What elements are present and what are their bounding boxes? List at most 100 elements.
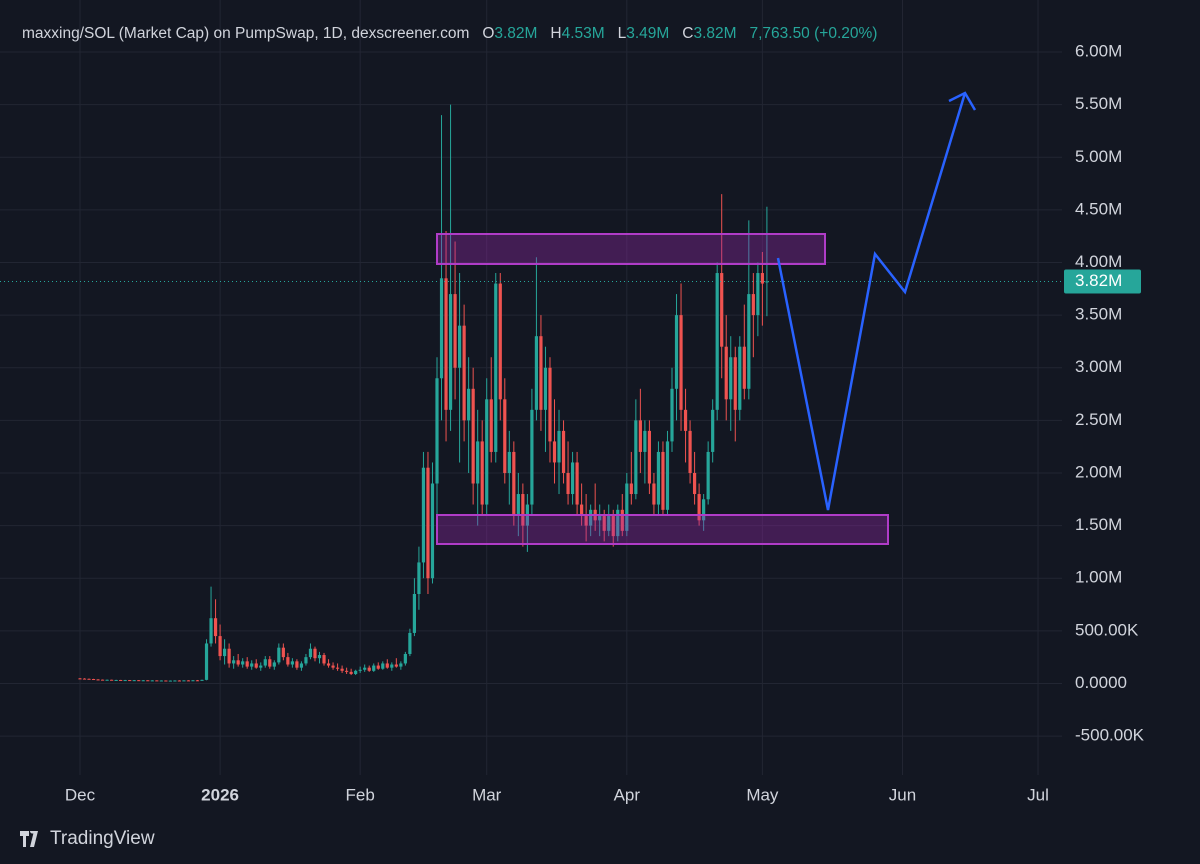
candle-body	[435, 378, 439, 484]
candle-body	[146, 680, 150, 682]
x-tick-label: Mar	[472, 785, 502, 804]
candle-body	[426, 467, 430, 579]
candle-body	[232, 660, 236, 664]
candle-body	[186, 680, 191, 682]
candle-body	[164, 680, 168, 682]
candle-body	[638, 420, 642, 452]
y-tick-label: 2.50M	[1075, 410, 1122, 429]
candle-body	[692, 472, 697, 495]
candle-body	[543, 367, 548, 410]
candle-body	[137, 680, 141, 682]
candle-body	[756, 273, 760, 316]
candle-body	[390, 664, 394, 668]
candle-body	[277, 647, 281, 663]
candle-body	[263, 659, 267, 666]
candle-body	[679, 315, 683, 410]
candle-body	[96, 679, 100, 681]
candle-body	[702, 499, 706, 521]
candle-body	[385, 663, 389, 668]
candle-body	[335, 667, 340, 669]
candle-body	[430, 483, 435, 579]
y-tick-label: 5.50M	[1075, 94, 1122, 113]
candle-body	[683, 409, 688, 431]
candle-body	[204, 643, 209, 680]
candle-body	[652, 483, 656, 505]
y-tick-label: -500.00K	[1075, 726, 1145, 745]
candle-body	[177, 680, 182, 682]
candle-body	[765, 281, 769, 283]
candle-body	[254, 663, 258, 668]
brand: TradingView	[20, 828, 155, 850]
candle-body	[191, 680, 195, 682]
candle-body	[738, 346, 742, 410]
x-tick-label: Feb	[346, 785, 375, 804]
last-price-tag	[1064, 269, 1141, 294]
candle-body	[516, 494, 520, 516]
candle-body	[236, 660, 240, 665]
candle-body	[376, 665, 380, 669]
candle-body	[308, 648, 313, 658]
candle-body	[272, 662, 276, 667]
candle-body	[697, 494, 701, 521]
candle-body	[607, 515, 611, 531]
y-tick-label: 3.50M	[1075, 305, 1122, 324]
ohlc-key: C	[682, 25, 694, 42]
candle-body	[200, 679, 204, 681]
candle-body	[724, 346, 728, 400]
candle-body	[363, 667, 367, 670]
candle-body	[548, 367, 552, 442]
ohlc-value: 3.49M	[626, 25, 670, 42]
candle-body	[467, 388, 471, 421]
candle-body	[304, 657, 308, 664]
candle-body	[747, 294, 751, 389]
candle-body	[444, 278, 448, 410]
candle-body	[471, 388, 475, 484]
candle-body	[317, 655, 322, 659]
candle-body	[331, 665, 335, 668]
x-tick-label: Apr	[614, 785, 641, 804]
candle-body	[534, 336, 539, 410]
candle-body	[295, 661, 299, 668]
candle-body	[128, 680, 132, 682]
x-tick-label: 2026	[201, 785, 239, 804]
candle-body	[521, 494, 525, 526]
y-tick-label: 4.50M	[1075, 199, 1122, 218]
candle-body	[485, 399, 489, 505]
candle-body	[715, 273, 719, 410]
candle-body	[561, 430, 566, 473]
candle-body	[643, 430, 647, 452]
x-tick-label: Jul	[1027, 785, 1049, 804]
candle-body	[412, 593, 417, 633]
candle-body	[647, 430, 652, 484]
candle-body	[760, 273, 764, 284]
candle-body	[476, 441, 480, 484]
candle-body	[195, 680, 200, 682]
candle-body	[566, 472, 570, 495]
y-tick-label: 0.0000	[1075, 673, 1127, 692]
candle-body	[78, 678, 82, 680]
candle-body	[367, 667, 371, 671]
chart-header: maxxing/SOL (Market Cap) on PumpSwap, 1D…	[22, 25, 877, 43]
candle-body	[611, 515, 615, 537]
candle-body	[457, 325, 462, 368]
y-tick-label: 2.00M	[1075, 462, 1122, 481]
candle-body	[439, 278, 444, 379]
candle-body	[498, 283, 502, 400]
candle-body	[218, 636, 222, 657]
candle-body	[87, 678, 91, 680]
ohlc-key: O	[482, 25, 495, 42]
candle-body	[82, 678, 87, 680]
candle-body	[299, 663, 304, 668]
candle-body	[345, 670, 349, 672]
ohlc-value: 4.53M	[561, 25, 605, 42]
candle-body	[250, 663, 254, 667]
axes: -500.00K 0.0000 500.00K 1.00M 1.50M 2.00M 2.50…	[65, 42, 1145, 805]
candle-body	[150, 680, 154, 682]
candle-body	[530, 409, 534, 505]
candle-body	[159, 680, 163, 682]
candle-body	[665, 441, 670, 510]
candle-body	[584, 515, 588, 526]
candle-body	[241, 661, 245, 665]
x-tick-label: May	[746, 785, 779, 804]
candle-body	[711, 409, 715, 452]
